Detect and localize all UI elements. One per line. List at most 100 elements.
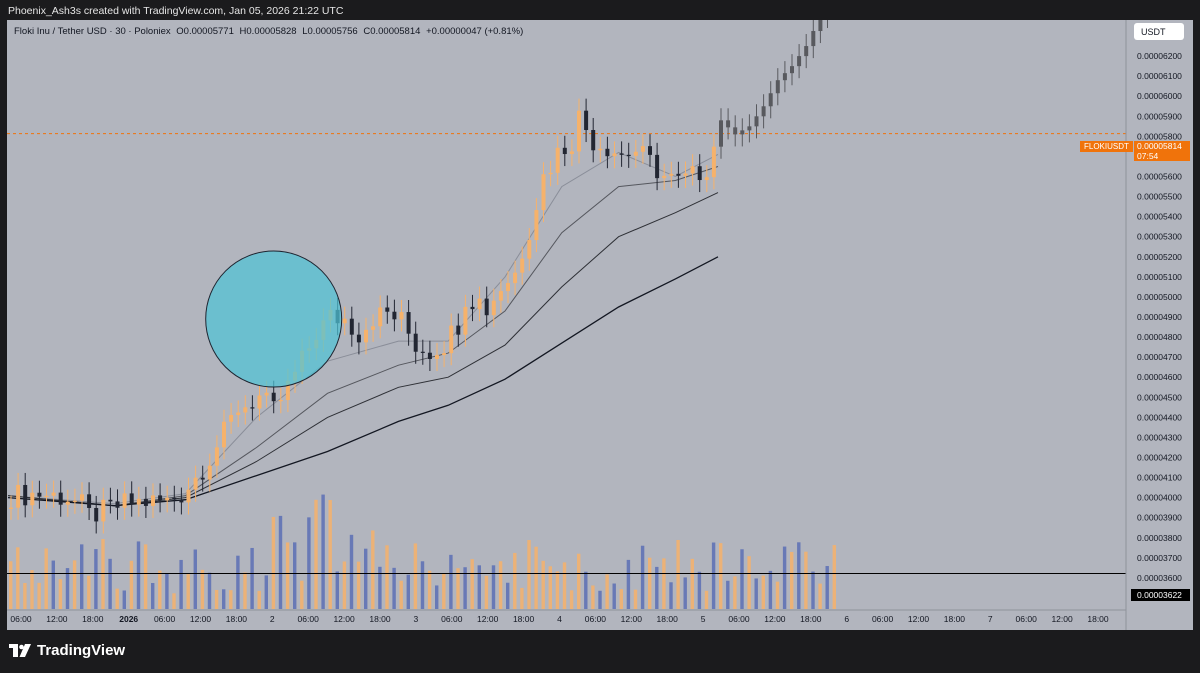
annotations bbox=[205, 250, 343, 388]
candle-body bbox=[633, 151, 638, 156]
volume-bar bbox=[626, 559, 631, 609]
volume-bar bbox=[513, 552, 517, 609]
price-tick-label: 0.00006100 bbox=[1137, 71, 1182, 81]
legend-close: C0.00005814 bbox=[363, 26, 421, 37]
volume-bar bbox=[506, 582, 510, 609]
candle-body bbox=[406, 312, 411, 334]
candle-body bbox=[136, 498, 141, 505]
time-tick-label: 06:00 bbox=[441, 614, 463, 624]
price-tick-label: 0.00004900 bbox=[1137, 312, 1182, 322]
candle-body bbox=[342, 318, 347, 324]
time-tick-label: 18:00 bbox=[82, 614, 104, 624]
candle-body bbox=[591, 130, 596, 151]
candle-body bbox=[562, 147, 567, 155]
candle-body bbox=[719, 120, 723, 147]
price-tick-label: 0.00005600 bbox=[1137, 172, 1182, 182]
volume-bar bbox=[491, 565, 496, 609]
price-tick-label: 0.00005200 bbox=[1137, 252, 1182, 262]
volume-bar bbox=[172, 593, 176, 609]
brand[interactable]: TradingView bbox=[9, 642, 125, 659]
candle-body bbox=[271, 392, 276, 402]
volume-bar bbox=[186, 574, 190, 609]
highlight-circle bbox=[205, 250, 343, 388]
candle-body bbox=[506, 283, 510, 292]
candle-body bbox=[16, 484, 21, 508]
volume-bar bbox=[534, 546, 538, 609]
volume-bar bbox=[87, 575, 91, 609]
volume-bar bbox=[300, 580, 304, 609]
volume-bar bbox=[406, 574, 410, 609]
volume-bar bbox=[250, 547, 254, 609]
volume-bar bbox=[371, 530, 375, 609]
candle-body bbox=[151, 495, 155, 506]
time-axis: 06:00 12:00 18:00 2026 06:00 12:00 18:00 2 06:00… bbox=[7, 609, 1126, 624]
price-tick-label: 0.00003700 bbox=[1137, 553, 1182, 563]
candle-body bbox=[456, 325, 461, 335]
candle-body bbox=[392, 311, 397, 320]
candle-body bbox=[804, 46, 809, 57]
volume-bar bbox=[669, 582, 673, 609]
volume-bar bbox=[555, 571, 560, 609]
candle-body bbox=[65, 501, 70, 505]
volume-bar bbox=[65, 568, 70, 609]
time-tick-label: 3 bbox=[414, 614, 419, 624]
volume-bar bbox=[420, 561, 425, 609]
volume-bar bbox=[72, 560, 77, 609]
volume-bar bbox=[193, 549, 197, 609]
legend-high: H0.00005828 bbox=[239, 26, 297, 37]
volume-bar bbox=[697, 571, 702, 609]
candle-body bbox=[23, 484, 28, 506]
price-tick-label: 0.00004300 bbox=[1137, 432, 1182, 442]
legend-open: O0.00005771 bbox=[176, 26, 234, 37]
candle-body bbox=[569, 151, 574, 155]
volume-bar bbox=[477, 565, 481, 609]
candle-body bbox=[214, 447, 219, 466]
candle-body bbox=[740, 130, 745, 135]
volume-bar bbox=[179, 559, 183, 609]
volume-bar bbox=[640, 545, 645, 609]
volume-bar bbox=[648, 557, 652, 609]
candle-body bbox=[115, 501, 120, 508]
volume-bar bbox=[825, 566, 829, 609]
candle-body bbox=[726, 120, 731, 128]
volume-bar bbox=[612, 583, 616, 609]
volume-bar bbox=[229, 590, 233, 609]
volume-bar bbox=[108, 558, 112, 609]
volume-bar bbox=[243, 572, 247, 609]
volume-bar bbox=[690, 558, 694, 609]
price-tick-label: 0.00006000 bbox=[1137, 91, 1182, 101]
volume-bar bbox=[399, 580, 403, 609]
volume-bar bbox=[271, 516, 276, 609]
volume-bar bbox=[200, 569, 205, 609]
candle-body bbox=[548, 172, 553, 175]
time-tick-label: 7 bbox=[988, 614, 993, 624]
candle-body bbox=[193, 477, 198, 490]
legend-symbol: Floki Inu / Tether USD · 30 · Poloniex bbox=[14, 26, 171, 37]
time-tick-label: 06:00 bbox=[728, 614, 750, 624]
volume-bar bbox=[30, 570, 34, 609]
candle-body bbox=[87, 494, 92, 508]
candle-body bbox=[236, 412, 241, 415]
volume-bar bbox=[584, 571, 588, 609]
chart-canvas[interactable]: 0.000063000.000062000.000061000.00006000… bbox=[7, 20, 1193, 630]
candle-body bbox=[484, 298, 489, 316]
candle-body bbox=[782, 73, 787, 81]
volume-bar bbox=[520, 587, 524, 609]
time-tick-label: 06:00 bbox=[10, 614, 32, 624]
currency-button[interactable]: USDT bbox=[1134, 23, 1184, 40]
tradingview-logo-icon bbox=[9, 644, 31, 657]
volume-bar bbox=[655, 566, 659, 609]
volume-bar bbox=[314, 499, 318, 609]
chart-area[interactable]: 0.000063000.000062000.000061000.00006000… bbox=[7, 20, 1193, 630]
price-tick-label: 0.00003900 bbox=[1137, 513, 1182, 523]
candle-body bbox=[222, 421, 226, 448]
candle-body bbox=[349, 318, 354, 335]
volume-bar bbox=[257, 590, 261, 609]
candle-body bbox=[704, 177, 709, 181]
volume-bar bbox=[349, 534, 354, 609]
candle-body bbox=[278, 400, 283, 402]
candle-body bbox=[257, 395, 262, 409]
candle-body bbox=[250, 407, 255, 409]
candle-body bbox=[555, 147, 560, 173]
candle-body bbox=[470, 306, 475, 310]
